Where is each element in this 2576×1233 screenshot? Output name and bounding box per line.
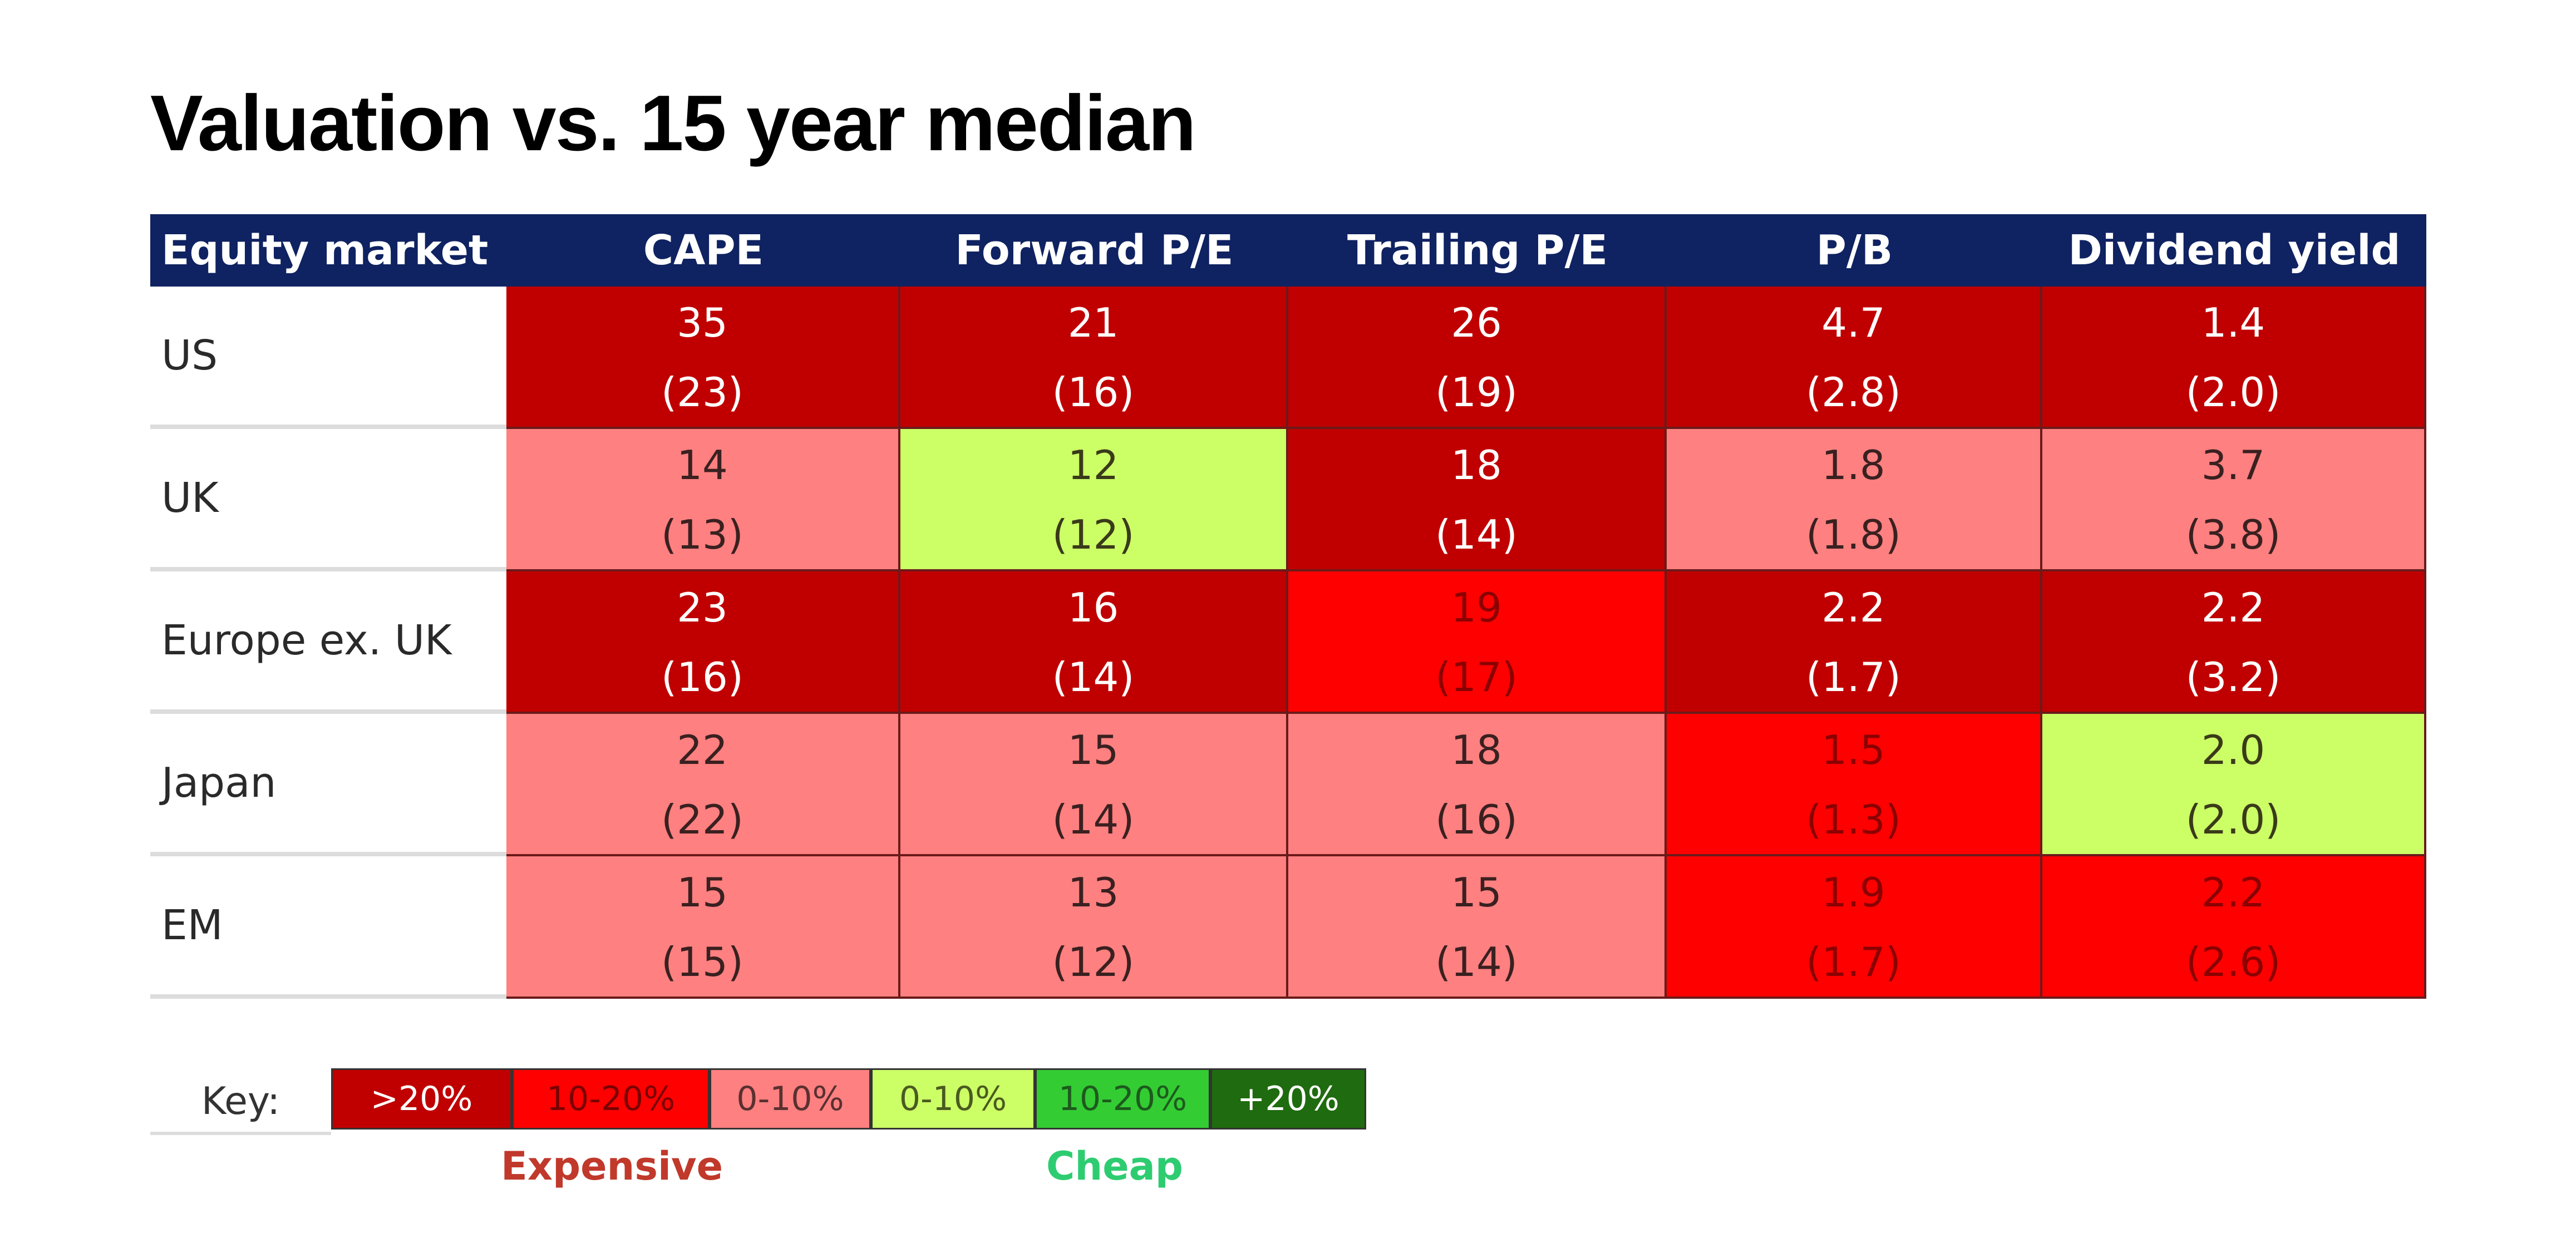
- cell-median: (2.6): [2185, 939, 2281, 985]
- cell-median: (3.8): [2185, 511, 2281, 558]
- cell-value: 26: [1451, 299, 1502, 346]
- cell-median: (1.8): [1806, 511, 1901, 558]
- table-cell: 19 (17): [1288, 571, 1667, 714]
- table-cell: 23 (16): [506, 571, 900, 714]
- valuation-table: Equity market CAPE Forward P/E Trailing P/E…: [150, 214, 2426, 999]
- table-cell: 15 (14): [1288, 856, 1667, 999]
- column-header: Forward P/E: [900, 214, 1288, 287]
- table-cell: 15 (15): [506, 856, 900, 999]
- cell-value: 21: [1067, 299, 1119, 346]
- key-swatch: 0-10%: [871, 1068, 1035, 1130]
- cell-median: (1.7): [1806, 654, 1901, 701]
- table-cell: 1.8 (1.8): [1667, 429, 2042, 571]
- table-cell: 1.5 (1.3): [1667, 714, 2042, 856]
- cell-median: (16): [1435, 796, 1518, 843]
- table-cell: 16 (14): [900, 571, 1288, 714]
- cell-median: (17): [1435, 654, 1518, 701]
- key-label: Key:: [150, 1068, 331, 1135]
- cell-median: (14): [1052, 796, 1135, 843]
- table-cell: 14 (13): [506, 429, 900, 571]
- column-header-market: Equity market: [150, 214, 506, 287]
- table-cell: 13 (12): [900, 856, 1288, 999]
- cell-value: 4.7: [1821, 299, 1885, 346]
- column-header: CAPE: [506, 214, 900, 287]
- cell-value: 35: [677, 299, 728, 346]
- key-swatch: +20%: [1210, 1068, 1366, 1130]
- cell-median: (2.8): [1806, 369, 1901, 416]
- key-swatch: 0-10%: [710, 1068, 871, 1130]
- expensive-caption: Expensive: [501, 1143, 723, 1189]
- cell-value: 15: [1451, 869, 1502, 916]
- cell-median: (19): [1435, 369, 1518, 416]
- table-cell: 18 (16): [1288, 714, 1667, 856]
- row-label: EM: [150, 856, 506, 999]
- chart-title: Valuation vs. 15 year median: [150, 79, 1196, 167]
- table-cell: 2.0 (2.0): [2042, 714, 2426, 856]
- cell-median: (13): [661, 511, 743, 558]
- cell-median: (16): [1052, 369, 1135, 416]
- cell-value: 18: [1451, 442, 1502, 489]
- cell-value: 19: [1451, 584, 1502, 631]
- table-cell: 4.7 (2.8): [1667, 287, 2042, 429]
- table-cell: 2.2 (2.6): [2042, 856, 2426, 999]
- row-label: UK: [150, 429, 506, 571]
- cell-value: 14: [677, 442, 728, 489]
- cell-median: (2.0): [2185, 796, 2281, 843]
- table-cell: 21 (16): [900, 287, 1288, 429]
- row-label: Europe ex. UK: [150, 571, 506, 714]
- cell-value: 1.4: [2201, 299, 2265, 346]
- cell-median: (3.2): [2185, 654, 2281, 701]
- key-swatch: >20%: [331, 1068, 512, 1130]
- cell-median: (14): [1052, 654, 1135, 701]
- table-cell: 12 (12): [900, 429, 1288, 571]
- table-cell: 26 (19): [1288, 287, 1667, 429]
- cell-value: 12: [1067, 442, 1119, 489]
- cell-value: 13: [1067, 869, 1119, 916]
- cell-value: 16: [1067, 584, 1119, 631]
- cell-median: (12): [1052, 939, 1135, 985]
- cell-value: 2.2: [2201, 869, 2265, 916]
- cell-value: 2.2: [1821, 584, 1885, 631]
- cell-median: (16): [661, 654, 743, 701]
- key-swatch: 10-20%: [1035, 1068, 1210, 1130]
- cell-median: (2.0): [2185, 369, 2281, 416]
- table-cell: 1.9 (1.7): [1667, 856, 2042, 999]
- table-cell: 15 (14): [900, 714, 1288, 856]
- cell-median: (23): [661, 369, 743, 416]
- cell-value: 2.0: [2201, 727, 2265, 773]
- cell-value: 15: [677, 869, 728, 916]
- cell-value: 22: [677, 727, 728, 773]
- cell-value: 15: [1067, 727, 1119, 773]
- cell-median: (14): [1435, 511, 1518, 558]
- column-header: Trailing P/E: [1288, 214, 1667, 287]
- cell-median: (1.7): [1806, 939, 1901, 985]
- table-cell: 22 (22): [506, 714, 900, 856]
- cell-value: 3.7: [2201, 442, 2265, 489]
- row-label: US: [150, 287, 506, 429]
- key-swatch: 10-20%: [512, 1068, 710, 1130]
- table-cell: 35 (23): [506, 287, 900, 429]
- row-label: Japan: [150, 714, 506, 856]
- table-cell: 2.2 (1.7): [1667, 571, 2042, 714]
- cheap-caption: Cheap: [1046, 1143, 1184, 1189]
- column-header: P/B: [1667, 214, 2042, 287]
- cell-value: 1.5: [1821, 727, 1885, 773]
- cell-value: 1.9: [1821, 869, 1885, 916]
- table-cell: 3.7 (3.8): [2042, 429, 2426, 571]
- cell-median: (14): [1435, 939, 1518, 985]
- cell-value: 23: [677, 584, 728, 631]
- table-cell: 2.2 (3.2): [2042, 571, 2426, 714]
- cell-median: (1.3): [1806, 796, 1901, 843]
- table-cell: 18 (14): [1288, 429, 1667, 571]
- cell-value: 1.8: [1821, 442, 1885, 489]
- cell-median: (12): [1052, 511, 1135, 558]
- cell-value: 2.2: [2201, 584, 2265, 631]
- cell-median: (15): [661, 939, 743, 985]
- cell-median: (22): [661, 796, 743, 843]
- column-header: Dividend yield: [2042, 214, 2426, 287]
- table-cell: 1.4 (2.0): [2042, 287, 2426, 429]
- cell-value: 18: [1451, 727, 1502, 773]
